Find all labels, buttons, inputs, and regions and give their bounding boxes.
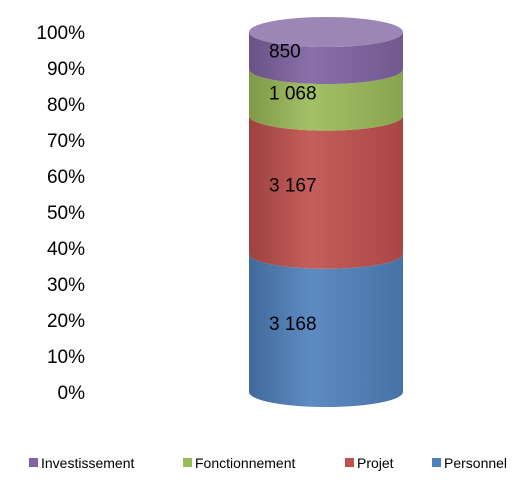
y-tick-label: 20% xyxy=(47,311,85,332)
y-tick-label: 30% xyxy=(47,275,85,296)
y-tick-label: 60% xyxy=(47,167,85,188)
y-tick-label: 10% xyxy=(47,347,85,368)
chart-bars xyxy=(249,17,403,407)
legend-swatch-fonctionnement xyxy=(183,458,192,467)
legend-label-personnel: Personnel xyxy=(444,455,507,471)
data-label-projet: 3 167 xyxy=(269,176,317,197)
legend-swatch-investissement xyxy=(29,458,38,467)
bar-segment-investissement xyxy=(249,32,403,85)
data-label-fonctionnement: 1 068 xyxy=(269,83,317,104)
legend-label-investissement: Investissement xyxy=(41,455,134,471)
bar-segment-fonctionnement xyxy=(249,69,403,131)
y-tick-label: 50% xyxy=(47,203,85,224)
legend-swatch-projet xyxy=(345,458,354,467)
bar-segment-projet xyxy=(249,115,403,269)
legend-label-projet: Projet xyxy=(357,455,394,471)
y-tick-label: 40% xyxy=(47,239,85,260)
data-labels: 3 168 3 167 1 068 850 xyxy=(269,42,317,335)
legend-swatch-personnel xyxy=(432,458,441,467)
legend-label-fonctionnement: Fonctionnement xyxy=(195,455,296,471)
cylinder-top-cap xyxy=(249,17,403,47)
bar-segment-personnel xyxy=(249,253,403,407)
y-tick-label: 100% xyxy=(36,23,85,44)
y-tick-label: 80% xyxy=(47,95,85,116)
data-label-investissement: 850 xyxy=(269,42,301,63)
y-axis: 0% 10% 20% 30% 40% 50% 60% 70% 80% 90% 100% xyxy=(36,23,85,404)
y-tick-label: 70% xyxy=(47,131,85,152)
y-tick-label: 90% xyxy=(47,59,85,80)
data-label-personnel: 3 168 xyxy=(269,314,317,335)
y-tick-label: 0% xyxy=(58,383,86,404)
legend: Investissement Fonctionnement Projet Person… xyxy=(29,455,507,471)
